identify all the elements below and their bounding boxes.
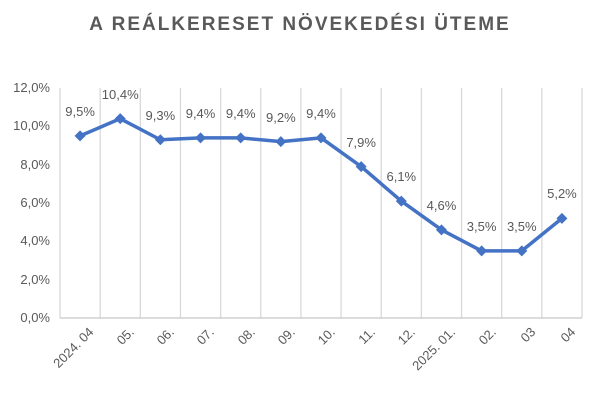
data-point-marker: [435, 224, 447, 236]
chart-title: A REÁLKERESET NÖVEKEDÉSI ÜTEME: [89, 14, 511, 35]
y-axis-tick-label: 2,0%: [20, 271, 50, 287]
y-axis-tick-label: 4,0%: [20, 233, 50, 249]
data-point-marker: [476, 245, 488, 257]
y-axis-tick-label: 6,0%: [20, 195, 50, 210]
data-label: 6,1%: [386, 169, 417, 185]
data-label: 5,2%: [547, 186, 577, 202]
data-label: 10,4%: [101, 86, 139, 102]
data-label: 9,4%: [185, 105, 216, 121]
data-point-marker: [74, 130, 86, 142]
data-point-marker: [114, 113, 126, 125]
data-point-marker: [275, 136, 287, 148]
data-point-marker: [154, 134, 166, 146]
data-point-marker: [556, 212, 568, 224]
data-label: 9,4%: [225, 105, 256, 121]
y-axis-tick-label: 10,0%: [13, 118, 50, 134]
y-axis-tick-label: 0,0%: [20, 310, 50, 325]
data-label: 9,3%: [145, 107, 176, 123]
data-label: 3,5%: [466, 218, 497, 234]
data-point-marker: [516, 245, 528, 257]
data-point-marker: [235, 132, 247, 144]
data-label: 9,4%: [306, 105, 336, 121]
data-label: 9,2%: [266, 109, 296, 125]
data-label: 9,5%: [65, 103, 95, 119]
data-point-marker: [195, 132, 207, 144]
data-label: 7,9%: [346, 134, 376, 150]
data-point-marker: [315, 132, 327, 144]
data-point-marker: [395, 195, 407, 207]
data-label: 4,6%: [426, 197, 457, 213]
data-label: 3,5%: [506, 218, 537, 234]
data-point-marker: [355, 161, 367, 173]
y-axis-tick-label: 8,0%: [20, 156, 50, 172]
y-axis-tick-label: 12,0%: [13, 80, 50, 95]
